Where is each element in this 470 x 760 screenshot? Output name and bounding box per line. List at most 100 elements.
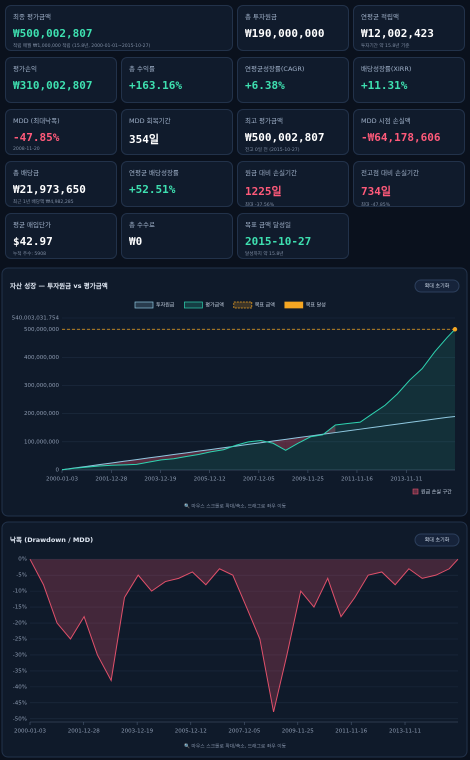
stat-card: 총 투자원금 ₩190,000,000 — [237, 5, 349, 51]
stat-label: 최종 평가금액 — [13, 13, 51, 21]
x-tick-label: 2011-11-16 — [341, 477, 373, 483]
y-tick-label: -35% — [13, 668, 27, 674]
stat-value: ₩310,002,807 — [13, 79, 93, 92]
stat-card: 최종 평가금액 ₩500,002,807 적립 매월 ₩1,000,000 적립 (… — [5, 5, 233, 51]
stat-value: +163.16% — [129, 79, 182, 92]
y-tick-label: 540,003,031.754 — [12, 316, 60, 322]
stat-card: 목표 금액 달성일 2015-10-27 달성까지 약 15.8년 — [237, 213, 349, 259]
y-tick-label: 0% — [18, 557, 27, 563]
stat-label: 총 투자원금 — [245, 13, 277, 21]
stat-card: MDD 회복기간 354일 — [121, 109, 233, 155]
stat-value: 354일 — [129, 133, 159, 146]
stat-sub: 적립 매월 ₩1,000,000 적립 (15.8년, 2000-01-01~2… — [13, 44, 151, 49]
x-tick-label: 2013-11-11 — [389, 729, 421, 735]
x-tick-label: 2011-11-16 — [335, 729, 367, 735]
stat-card: MDD (최대낙폭) -47.85% 2008-11-20 — [5, 109, 117, 155]
stat-label: 평가손익 — [13, 65, 37, 73]
stat-grid: 최종 평가금액 ₩500,002,807 적립 매월 ₩1,000,000 적립 (… — [5, 5, 465, 259]
stat-card: MDD 시점 손실액 -₩64,178,606 — [353, 109, 465, 155]
reset-button-label[interactable]: 확대 초기화 — [425, 537, 450, 544]
stat-value: $42.97 — [13, 235, 53, 248]
x-tick-label: 2003-12-19 — [121, 729, 153, 735]
x-tick-label: 2013-11-11 — [390, 477, 422, 483]
stat-card: 최고 평가금액 ₩500,002,807 전고 0일 전 (2015-10-27) — [237, 109, 349, 155]
y-tick-label: 500,000,000 — [24, 327, 59, 333]
goal-marker — [452, 327, 458, 332]
stat-card: 총 배당금 ₩21,973,650 최근 1년 배당액 ₩4,982,285 — [5, 161, 117, 207]
x-tick-label: 2007-12-05 — [243, 477, 275, 483]
stat-sub: 최대 -47.85% — [361, 203, 391, 207]
y-tick-label: -40% — [13, 684, 27, 690]
x-tick-label: 2001-12-28 — [95, 477, 127, 483]
stat-value: ₩0 — [129, 235, 143, 248]
stat-sub: 최근 1년 배당액 ₩4,982,285 — [13, 200, 74, 205]
legend-label: 평가금액 — [205, 302, 224, 309]
stat-label: 목표 금액 달성일 — [245, 221, 291, 229]
stat-sub: 전고 0일 전 (2015-10-27) — [245, 148, 300, 153]
y-tick-label: 400,000,000 — [24, 355, 59, 361]
y-tick-label: -50% — [13, 716, 27, 722]
reset-button-label[interactable]: 확대 초기화 — [425, 283, 450, 290]
stat-value: +11.31% — [361, 79, 408, 92]
stat-label: 평균 매입단가 — [13, 221, 51, 229]
legend-label: 목표 금액 — [255, 302, 275, 309]
hint: 🔍 마우스 스크롤로 확대/축소, 드래그로 좌우 이동 — [184, 743, 287, 750]
y-tick-label: -5% — [16, 573, 27, 579]
panel — [1, 267, 468, 517]
y-tick-label: 0 — [56, 468, 60, 474]
x-tick-label: 2009-11-25 — [282, 729, 314, 735]
stat-card: 평균 매입단가 $42.97 누적 주수: 5908 — [5, 213, 117, 259]
stat-card: 평가손익 ₩310,002,807 — [5, 57, 117, 103]
stat-card: 연평균 배당성장률 +52.51% — [121, 161, 233, 207]
stat-value: ₩21,973,650 — [13, 183, 86, 196]
stat-value: ₩12,002,423 — [361, 27, 434, 40]
stat-value: +6.38% — [245, 79, 285, 92]
x-tick-label: 2007-12-05 — [228, 729, 260, 735]
stat-value: 2015-10-27 — [245, 235, 312, 248]
stat-label: 총 수수료 — [129, 221, 155, 229]
legend-swatch — [134, 301, 154, 309]
drawdown-line — [29, 558, 459, 713]
stat-label: 연평균 배당성장률 — [129, 169, 179, 177]
stat-label: 원금 대비 손실기간 — [245, 169, 297, 177]
y-tick-label: -10% — [13, 589, 27, 595]
stat-value: +52.51% — [129, 183, 176, 196]
stat-value: ₩500,002,807 — [245, 131, 325, 144]
x-tick-label: 2003-12-19 — [144, 477, 176, 483]
stat-label: MDD 회복기간 — [129, 117, 171, 125]
loss-zone — [273, 439, 286, 451]
series-line — [61, 416, 456, 471]
legend-label: 투자원금 — [156, 302, 175, 309]
x-tick-label: 2005-12-12 — [175, 729, 207, 735]
chart-title: 자산 성장 — 투자원금 vs 평가금액 — [10, 281, 108, 290]
reset-button[interactable] — [414, 533, 460, 547]
stat-card: 총 수수료 ₩0 — [121, 213, 233, 259]
x-tick-label: 2005-12-12 — [194, 477, 226, 483]
reset-button[interactable] — [414, 279, 460, 293]
stat-sub: 누적 주수: 5908 — [13, 252, 47, 257]
stat-value: -47.85% — [13, 131, 60, 144]
x-tick-label: 2009-11-25 — [292, 477, 324, 483]
x-tick-label: 2001-12-28 — [68, 729, 100, 735]
stat-label: 연평균 적립액 — [361, 13, 399, 21]
y-tick-label: 100,000,000 — [24, 439, 59, 445]
stat-value: 734일 — [361, 185, 391, 198]
stat-value: ₩190,000,000 — [245, 27, 325, 40]
value-area — [62, 329, 455, 470]
legend-swatch — [184, 301, 203, 309]
stat-label: 총 배당금 — [13, 169, 39, 177]
hint: 🔍 마우스 스크롤로 확대/축소, 드래그로 좌우 이동 — [184, 503, 287, 510]
legend-swatch — [412, 488, 419, 495]
series-line — [61, 328, 456, 471]
drawdown-area — [30, 559, 458, 712]
stat-card: 연평균 적립액 ₩12,002,423 투자기간 약 15.8년 기준 — [353, 5, 465, 51]
stat-card: 전고점 대비 손실기간 734일 최대 -47.85% — [353, 161, 465, 207]
y-tick-label: -30% — [13, 652, 27, 658]
stat-card: 총 수익률 +163.16% — [121, 57, 233, 103]
stat-value: 1225일 — [245, 185, 282, 198]
chart-title: 낙폭 (Drawdown / MDD) — [10, 535, 93, 544]
y-tick-label: -25% — [13, 637, 27, 643]
y-tick-label: 300,000,000 — [24, 383, 59, 389]
